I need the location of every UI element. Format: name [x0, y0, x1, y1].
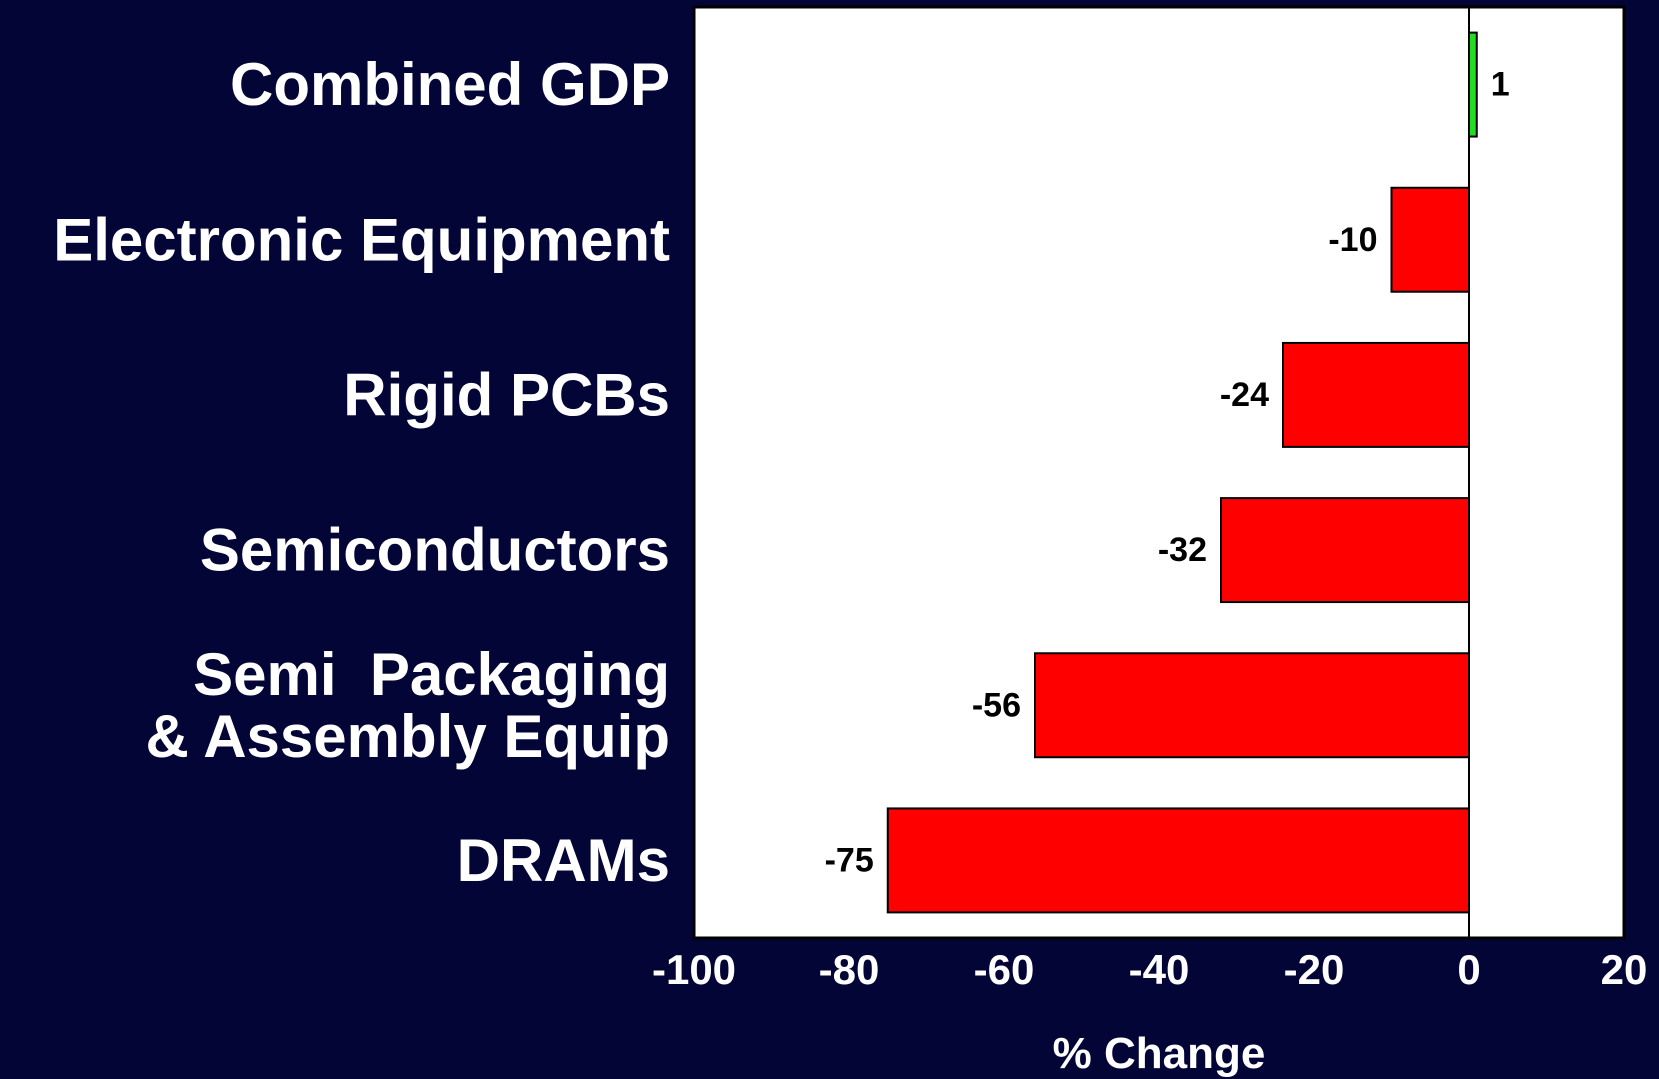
bar [1282, 341, 1470, 448]
category-label: Semi Packaging [193, 641, 670, 708]
x-tick-label: 20 [1601, 946, 1648, 993]
category-label: & Assembly Equip [145, 703, 670, 770]
x-tick-label: -20 [1284, 946, 1345, 993]
category-label: Electronic Equipment [53, 206, 670, 273]
x-tick-label: -100 [652, 946, 736, 993]
data-label: 1 [1491, 66, 1510, 104]
x-tick-label: -40 [1129, 946, 1190, 993]
x-tick-labels: -100 -80 -60 -40 -20 0 20 [652, 946, 1647, 993]
data-label: -56 [972, 686, 1021, 724]
category-labels: Combined GDP Electronic Equipment Rigid PC… [53, 51, 670, 894]
x-tick-label: -60 [974, 946, 1035, 993]
data-label: -24 [1220, 376, 1269, 414]
bar [1034, 652, 1470, 759]
data-label: -32 [1158, 531, 1207, 569]
category-label: Combined GDP [230, 51, 670, 118]
category-label: DRAMs [457, 827, 670, 894]
bar [886, 807, 1470, 914]
plot-area [692, 5, 1626, 940]
category-label: Semiconductors [200, 517, 670, 584]
bars-layer: 1 -10 -24 -32 -56 -75 [825, 31, 1510, 914]
category-label: Rigid PCBs [343, 361, 670, 428]
data-label: -75 [825, 841, 874, 879]
data-label: -10 [1328, 221, 1377, 259]
x-tick-label: 0 [1457, 946, 1480, 993]
x-axis-title: % Change [1053, 1029, 1266, 1078]
bar [1220, 497, 1470, 604]
x-tick-label: -80 [819, 946, 880, 993]
bar [1468, 31, 1478, 138]
bar [1390, 186, 1470, 293]
